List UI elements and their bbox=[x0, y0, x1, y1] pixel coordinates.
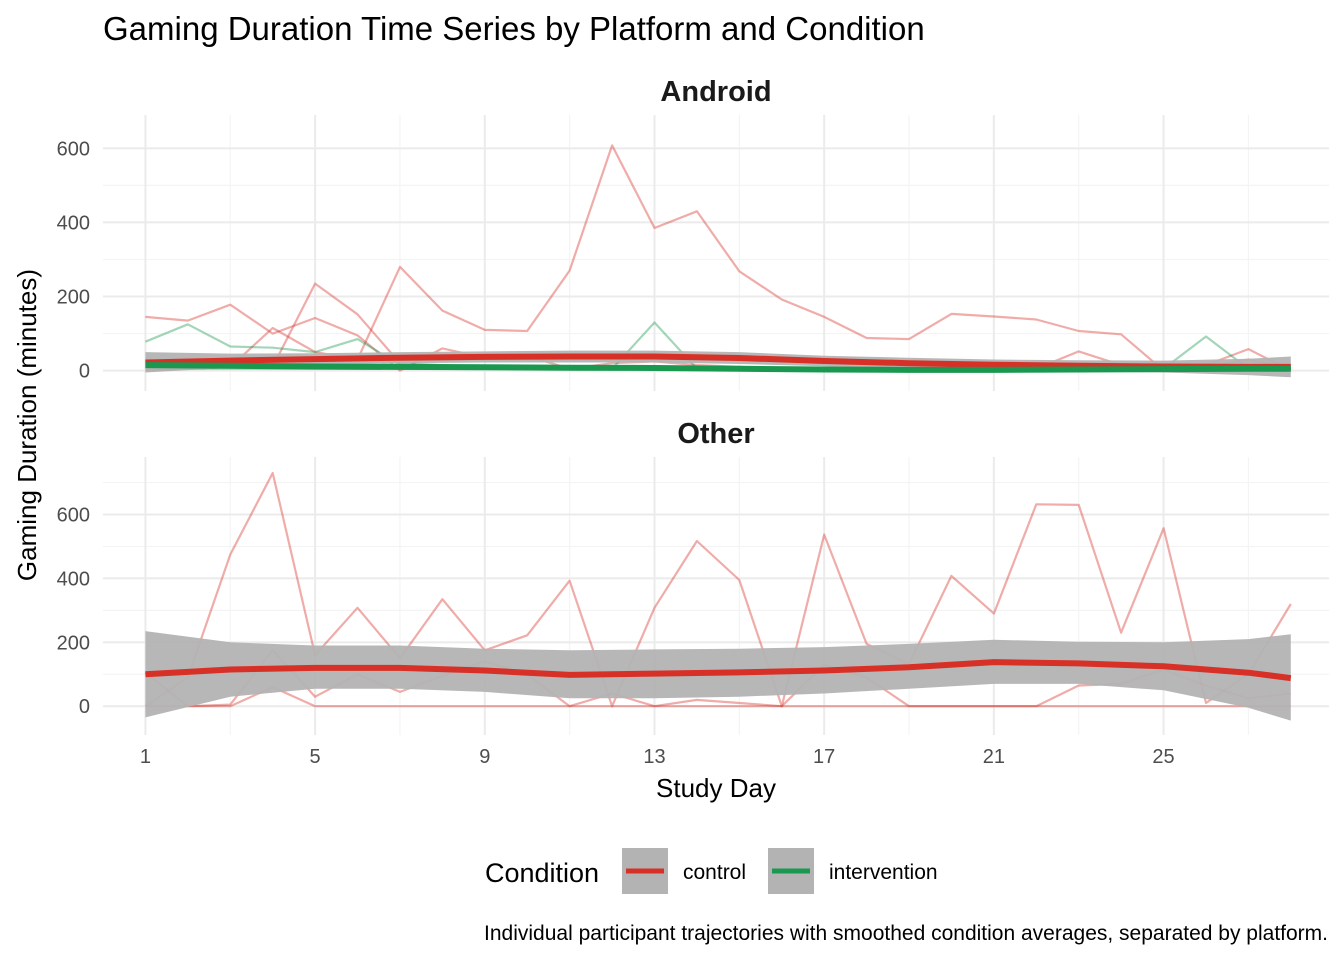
y-tick-label: 200 bbox=[57, 632, 90, 654]
y-tick-label: 400 bbox=[57, 212, 90, 234]
y-tick-label: 0 bbox=[79, 696, 90, 718]
x-tick-label: 25 bbox=[1152, 746, 1174, 768]
y-tick-label: 200 bbox=[57, 287, 90, 309]
y-tick-label: 0 bbox=[79, 361, 90, 383]
x-tick-label: 13 bbox=[643, 746, 665, 768]
participant-line-control bbox=[145, 144, 1292, 372]
facet-panel-other: 0 200 400 600 bbox=[57, 457, 1329, 735]
smooth-line-intervention-android bbox=[145, 362, 1291, 373]
x-axis-ticks: 1 5 9 13 17 21 25 bbox=[140, 746, 1175, 768]
participant-line-control bbox=[144, 471, 1292, 708]
y-axis-title: Gaming Duration (minutes) bbox=[12, 269, 42, 581]
facet-panel-android: 0 200 400 600 bbox=[57, 115, 1329, 391]
facet-label-other: Other bbox=[677, 418, 754, 450]
facet-label-android: Android bbox=[660, 76, 771, 108]
legend-entry-control: control bbox=[622, 848, 746, 894]
participant-line-control bbox=[145, 685, 1291, 708]
x-tick-label: 9 bbox=[479, 746, 490, 768]
x-tick-label: 1 bbox=[140, 746, 151, 768]
legend: Condition control intervention bbox=[485, 848, 938, 894]
legend-entry-intervention: intervention bbox=[768, 848, 938, 894]
chart-title: Gaming Duration Time Series by Platform … bbox=[103, 10, 925, 47]
y-tick-label: 400 bbox=[57, 568, 90, 590]
confidence-ribbon-control bbox=[145, 631, 1291, 721]
legend-title: Condition bbox=[485, 858, 599, 888]
x-tick-label: 17 bbox=[813, 746, 835, 768]
smooth-line-control-other bbox=[145, 659, 1292, 682]
y-tick-label: 600 bbox=[57, 505, 90, 527]
legend-label-control: control bbox=[683, 861, 746, 884]
y-tick-label: 600 bbox=[57, 138, 90, 160]
chart-caption: Individual participant trajectories with… bbox=[484, 922, 1328, 945]
x-tick-label: 5 bbox=[310, 746, 321, 768]
legend-label-intervention: intervention bbox=[829, 861, 938, 884]
x-axis-title: Study Day bbox=[656, 773, 776, 803]
x-tick-label: 21 bbox=[983, 746, 1005, 768]
